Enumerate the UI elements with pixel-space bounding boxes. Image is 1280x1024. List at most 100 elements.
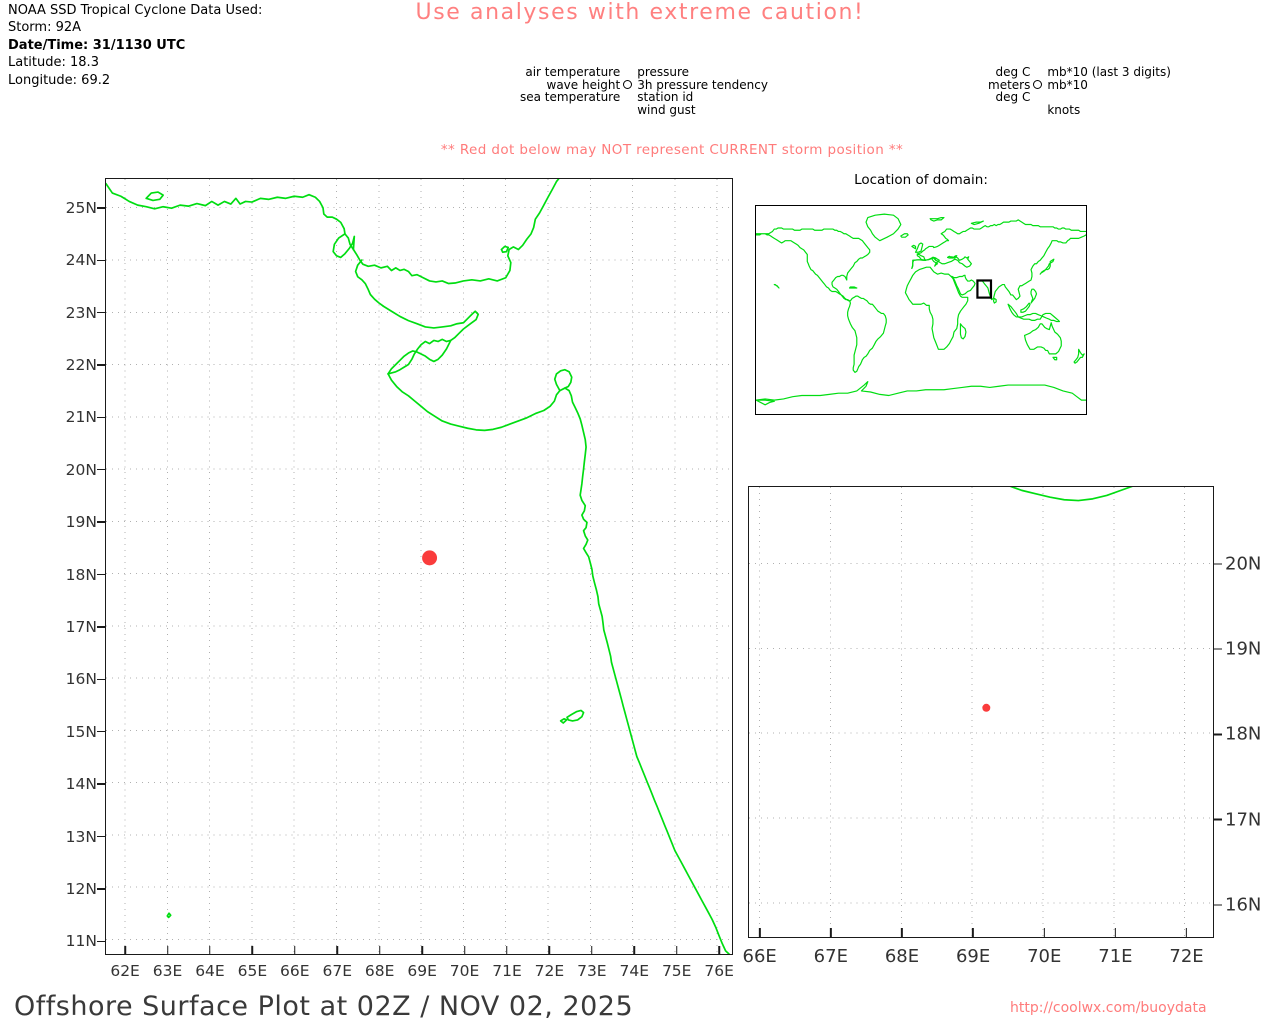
tick-mark: [97, 573, 106, 576]
main-map-xtick-75E: 75E: [662, 946, 691, 980]
tick-mark: [1213, 818, 1222, 821]
source-url: http://coolwx.com/buoydata: [1010, 1000, 1207, 1016]
main-map-panel[interactable]: 11N 12N 13N 14N 15N 16N 17N 18N 19N 20N 21N 22N 23N 2…: [66, 178, 734, 980]
tick-mark: [97, 311, 106, 314]
detail-map-xtick-67E: 67E: [814, 928, 848, 967]
tick-mark: [1213, 733, 1222, 736]
tick-mark: [463, 946, 466, 954]
world-location-inset[interactable]: [755, 205, 1087, 415]
legend-sea-temperature: sea temperature: [520, 90, 621, 105]
units-spacer-0: [1032, 66, 1045, 79]
legend-spacer-0: [622, 66, 635, 79]
tick-mark: [1114, 928, 1117, 937]
tick-mark: [97, 626, 106, 628]
units-pressure-tendency: mb*10: [1047, 77, 1088, 92]
tick-mark: [294, 946, 296, 954]
legend-station-id: station id: [637, 90, 694, 105]
detail-map-ytick-16N: 16N: [1213, 894, 1261, 915]
main-map-ytick-16N: 16N: [66, 670, 106, 688]
data-source-label: NOAA SSD Tropical Cyclone Data Used:: [8, 3, 263, 18]
detail-map-ytick-17N: 17N: [1213, 809, 1261, 830]
detail-map-xtick-71E: 71E: [1098, 928, 1133, 967]
storm-info-block: NOAA SSD Tropical Cyclone Data Used: Sto…: [8, 2, 428, 89]
detail-map-xtick-66E: 66E: [743, 928, 777, 967]
main-map-ytick-11N: 11N: [66, 932, 106, 950]
main-map-xtick-74E: 74E: [620, 946, 649, 980]
tick-mark: [591, 946, 593, 954]
legend-wind-gust: wind gust: [637, 102, 696, 117]
tick-mark: [97, 259, 106, 261]
inset-map-title: Location of domain:: [854, 172, 988, 188]
units-wave-height: meters: [988, 77, 1031, 92]
world-map-canvas: [756, 213, 1086, 406]
tick-mark: [124, 946, 126, 954]
tick-mark: [548, 946, 551, 954]
tick-mark: [166, 946, 169, 954]
legend-spacer-3: [622, 104, 635, 117]
main-map-xtick-71E: 71E: [492, 946, 522, 980]
tick-mark: [97, 469, 106, 471]
tick-mark: [97, 783, 106, 785]
main-map-ytick-17N: 17N: [66, 618, 106, 636]
tick-mark: [209, 946, 211, 954]
units-pressure: mb*10 (last 3 digits): [1047, 65, 1171, 80]
units-spacer-3: [1032, 104, 1045, 117]
station-model-legend: air temperature pressure wave height 3h …: [520, 41, 768, 129]
main-map-xtick-64E: 64E: [195, 946, 225, 980]
tick-mark: [972, 928, 974, 937]
detail-map-xtick-68E: 68E: [885, 928, 919, 967]
datetime-label: Date/Time: 31/1130 UTC: [8, 37, 186, 53]
tick-mark: [251, 946, 254, 954]
main-map-xtick-67E: 67E: [322, 946, 352, 980]
detail-map-xtick-69E: 69E: [956, 928, 990, 967]
tick-mark: [97, 940, 106, 943]
units-wind-gust: knots: [1047, 102, 1081, 117]
storm-id-label: Storm: 92A: [8, 20, 82, 36]
tick-mark: [506, 946, 508, 954]
units-station-circle-icon: [1032, 79, 1045, 92]
units-air-temperature: deg C: [995, 65, 1031, 80]
main-map-canvas: [106, 179, 732, 954]
station-circle-icon: [622, 79, 635, 92]
units-sea-temperature: deg C: [995, 90, 1031, 105]
tick-mark: [97, 521, 106, 523]
main-map-ytick-25N: 25N: [66, 199, 106, 217]
main-map-ytick-19N: 19N: [66, 513, 106, 531]
main-map-xtick-63E: 63E: [153, 946, 182, 980]
main-map-ytick-23N: 23N: [66, 304, 106, 322]
units-legend: deg C mb*10 (last 3 digits) meters mb*10…: [988, 41, 1171, 129]
main-map-ytick-15N: 15N: [66, 723, 106, 741]
red-dot-warning: ** Red dot below may NOT represent CURRE…: [440, 142, 904, 158]
main-map-ytick-18N: 18N: [66, 566, 106, 584]
tick-mark: [1185, 928, 1188, 937]
tick-mark: [379, 946, 381, 954]
legend-air-temperature: air temperature: [525, 65, 621, 80]
main-map-ytick-14N: 14N: [66, 775, 106, 793]
tick-mark: [718, 946, 720, 954]
main-map-xtick-73E: 73E: [577, 946, 607, 980]
main-map-ytick-22N: 22N: [66, 356, 106, 374]
main-map-ytick-13N: 13N: [66, 828, 106, 846]
latitude-label: Latitude: 18.3: [8, 55, 99, 71]
tick-mark: [830, 928, 832, 937]
tick-mark: [633, 946, 635, 954]
legend-wave-height: wave height: [546, 77, 621, 92]
main-map-xtick-65E: 65E: [238, 946, 267, 980]
tick-mark: [1213, 904, 1222, 906]
tick-mark: [1213, 563, 1222, 565]
main-map-ytick-20N: 20N: [66, 461, 106, 479]
detail-map-panel[interactable]: 16N 17N 18N 19N 20N 66E 67E 68E 69E 70E 71E 72E: [743, 486, 1261, 967]
tick-mark: [421, 946, 423, 954]
longitude-label: Longitude: 69.2: [8, 72, 111, 88]
main-map-ytick-12N: 12N: [66, 880, 106, 898]
tick-mark: [97, 416, 106, 419]
tick-mark: [901, 928, 903, 937]
main-map-ytick-21N: 21N: [66, 408, 106, 426]
legend-spacer-2: [622, 91, 635, 104]
tick-mark: [1213, 648, 1222, 650]
detail-map-ytick-19N: 19N: [1213, 639, 1261, 660]
main-map-xtick-76E: 76E: [704, 946, 734, 980]
detail-map-xtick-70E: 70E: [1027, 928, 1061, 967]
legend-pressure-tendency: 3h pressure tendency: [637, 77, 768, 92]
tick-mark: [676, 946, 678, 954]
